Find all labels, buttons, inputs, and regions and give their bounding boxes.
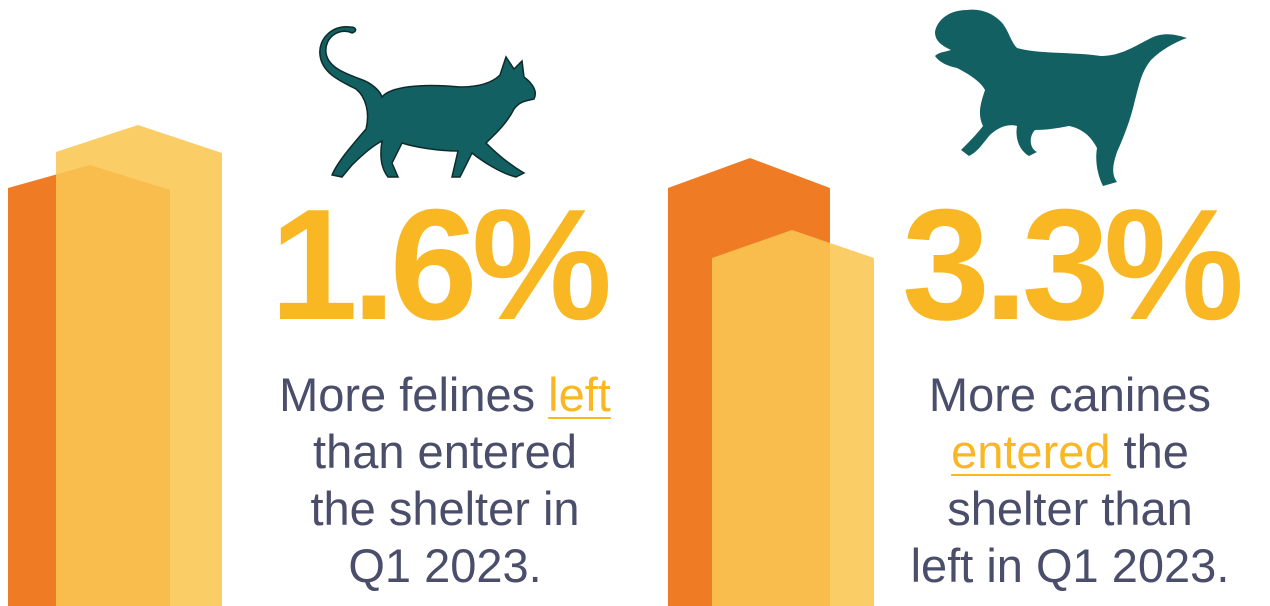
dogs-desc-line3: shelter than — [947, 482, 1193, 535]
dogs-desc-line4: left in Q1 2023. — [910, 539, 1230, 592]
cats-desc-line2: than entered — [313, 425, 577, 478]
dogs-desc-line2-suffix: the — [1110, 425, 1189, 478]
dogs-description: More canines entered the shelter than le… — [870, 366, 1270, 594]
dogs-front-bar — [712, 230, 874, 606]
dogs-panel: 3.3% More canines entered the shelter th… — [640, 0, 1270, 606]
cats-description: More felines left than entered the shelt… — [230, 366, 660, 594]
cat-silhouette-icon — [319, 26, 536, 178]
cats-desc-line3: the shelter in — [310, 482, 580, 535]
dogs-highlight-entered: entered — [951, 425, 1111, 478]
cats-bar-decoration — [8, 125, 222, 606]
dogs-desc-line1: More canines — [928, 368, 1212, 421]
cats-desc-line1-prefix: More felines — [279, 368, 549, 421]
dog-silhouette-icon — [935, 9, 1187, 187]
cats-stat-value: 1.6% — [270, 177, 612, 353]
cats-desc-line4: Q1 2023. — [348, 539, 542, 592]
cats-highlight-left: left — [548, 368, 611, 421]
dogs-bar-decoration — [668, 158, 874, 606]
cats-front-bar — [56, 125, 222, 606]
dogs-stat-value: 3.3% — [902, 177, 1244, 353]
cats-panel: 1.6% More felines left than entered the … — [8, 26, 612, 606]
